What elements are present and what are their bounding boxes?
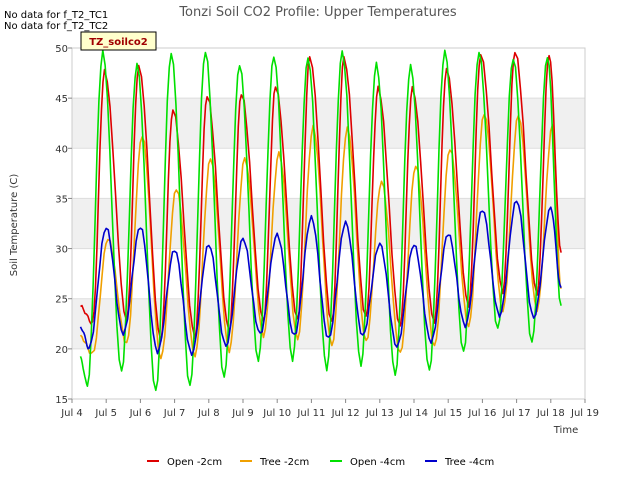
grid-band [72, 98, 585, 149]
series-line-1 [79, 114, 562, 360]
legend-label: Tree -2cm [259, 457, 309, 468]
x-tick-label: Jul 13 [365, 408, 394, 419]
x-tick-label: Jul 4 [60, 408, 83, 419]
grid-band [72, 198, 585, 249]
y-tick-label: 45 [55, 94, 68, 105]
site-tag-label: TZ_soilco2 [89, 37, 148, 48]
y-tick-label: 30 [55, 245, 68, 256]
legend: Open -2cm Tree -2cm Open -4cm Tree -4cm [147, 457, 494, 468]
legend-label: Open -2cm [167, 457, 222, 468]
legend-item-0: Open -2cm [147, 457, 222, 468]
x-axis-title: Time [553, 425, 578, 436]
plot-frame [71, 47, 586, 400]
y-axis-title: Soil Temperature (C) [9, 174, 20, 277]
x-tick-label: Jul 11 [296, 408, 325, 419]
site-tag: TZ_soilco2 [80, 31, 157, 51]
series-line-2 [79, 49, 562, 392]
y-tick-label: 25 [55, 295, 68, 306]
series-line-0 [80, 51, 562, 342]
x-tick-label: Jul 8 [197, 408, 220, 419]
no-data-note-2: No data for f_T2_TC2 [4, 21, 108, 32]
x-tick-label: Jul 17 [502, 408, 531, 419]
legend-item-1: Tree -2cm [240, 457, 309, 468]
legend-item-2: Open -4cm [330, 457, 405, 468]
chart-title: Tonzi Soil CO2 Profile: Upper Temperatur… [178, 5, 457, 20]
legend-item-3: Tree -4cm [425, 457, 494, 468]
series-line-3 [79, 200, 562, 357]
x-tick-label: Jul 5 [94, 408, 117, 419]
x-tick-label: Jul 6 [129, 408, 152, 419]
legend-label: Open -4cm [350, 457, 405, 468]
no-data-note-1: No data for f_T2_TC1 [4, 10, 108, 21]
y-tick-label: 15 [55, 395, 68, 406]
x-tick-label: Jul 9 [231, 408, 254, 419]
x-tick-label: Jul 16 [467, 408, 496, 419]
tick-marks: Jul 4 Jul 5 Jul 6 Jul 7 Jul 8 Jul 9 Jul 10 Jul … [55, 44, 599, 419]
y-tick-label: 40 [55, 144, 68, 155]
x-tick-label: Jul 14 [399, 408, 428, 419]
x-tick-label: Jul 15 [433, 408, 462, 419]
plot-border [71, 47, 586, 400]
series-lines [79, 49, 562, 392]
legend-label: Tree -4cm [444, 457, 494, 468]
y-tick-label: 50 [55, 44, 68, 55]
x-tick-label: Jul 10 [262, 408, 291, 419]
y-tick-label: 20 [55, 345, 68, 356]
x-tick-label: Jul 19 [570, 408, 599, 419]
x-tick-label: Jul 12 [331, 408, 360, 419]
x-tick-label: Jul 18 [536, 408, 565, 419]
x-tick-label: Jul 7 [163, 408, 186, 419]
y-tick-label: 35 [55, 194, 68, 205]
